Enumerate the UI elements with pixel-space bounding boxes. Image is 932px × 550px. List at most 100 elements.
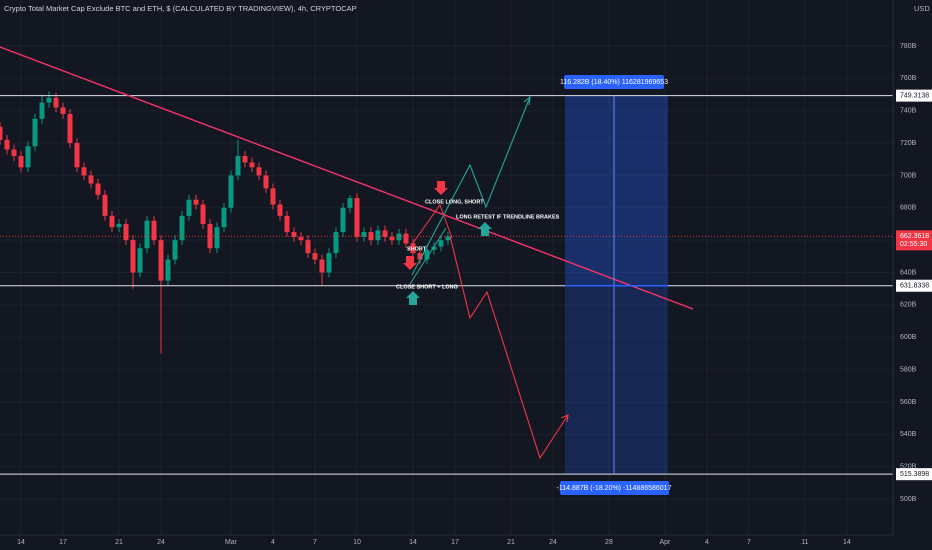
target-label-box: [564, 75, 664, 89]
candle-body: [67, 113, 73, 144]
candle-body: [25, 146, 31, 168]
x-tick-label: 11: [801, 539, 808, 546]
target-label: 116.282B (18.40%) 116281969653: [560, 79, 668, 86]
y-tick-label: 760B: [900, 75, 917, 82]
candle-body: [4, 139, 10, 150]
y-tick-label: 700B: [900, 172, 917, 179]
y-tick-label: 640B: [900, 269, 917, 276]
candle-body: [242, 156, 248, 163]
candle-body: [109, 215, 115, 228]
candle-body: [32, 118, 38, 147]
price-axis: [893, 0, 932, 535]
candle-body: [123, 223, 129, 241]
candle-body: [95, 183, 101, 195]
candle-body: [396, 233, 402, 241]
stop-label-box: [560, 481, 669, 495]
candle-body: [0, 126, 3, 140]
annotation: SHORT: [407, 246, 427, 252]
candle-body: [312, 253, 318, 260]
candle-body: [144, 220, 150, 249]
zigzag-short: [407, 203, 453, 251]
x-tick-label: 28: [605, 539, 613, 546]
x-tick-label: 4: [705, 539, 709, 546]
annotation: LONG RETEST IF TRENDLINE BRAKES: [456, 214, 560, 220]
candle-body: [53, 97, 59, 108]
candle-body: [193, 199, 199, 205]
x-tick-label: 4: [271, 539, 275, 546]
y-tick-label: 740B: [900, 108, 917, 115]
down-arrow: [434, 181, 448, 195]
candle-body: [102, 194, 108, 216]
candle-body: [431, 246, 437, 250]
arrow-head: [523, 95, 531, 106]
candle-body: [333, 232, 339, 254]
stop-label: -114.887B (-18.20%) -114886586017: [557, 485, 672, 492]
candle-body: [305, 240, 311, 254]
x-tick-label: 14: [843, 539, 851, 546]
candle-body: [165, 259, 171, 281]
y-tick-label: 500B: [900, 496, 917, 503]
y-tick-label: 580B: [900, 366, 917, 373]
chart-title: Crypto Total Market Cap Exclude BTC and …: [4, 4, 357, 13]
x-tick-label: 17: [451, 539, 459, 546]
candle-body: [200, 204, 206, 224]
x-tick-label: Apr: [660, 539, 672, 546]
candle-body: [389, 236, 395, 241]
x-tick-label: 7: [313, 539, 317, 546]
up-arrow: [406, 291, 420, 305]
trendline: [0, 46, 694, 310]
y-tick-label: 620B: [900, 302, 917, 309]
x-tick-label: 10: [353, 539, 361, 546]
candle-body: [298, 236, 304, 241]
zigzag-long: [409, 227, 447, 285]
x-tick-label: 17: [59, 539, 67, 546]
candle-body: [186, 199, 192, 216]
candle-body: [74, 143, 80, 168]
y-tick-label: 600B: [900, 334, 917, 341]
level-label: 631.8338: [900, 283, 929, 290]
candle-body: [368, 232, 374, 241]
level-label: 515.3898: [900, 471, 929, 478]
candle-body: [214, 227, 220, 249]
candle-body: [18, 156, 24, 168]
candle-body: [375, 230, 381, 241]
candle-body: [319, 259, 325, 273]
y-tick-label: 720B: [900, 140, 917, 147]
candle-body: [116, 223, 122, 228]
annotation: CLOSE LONG, SHORT: [425, 199, 484, 205]
level-label: 749.3138: [900, 92, 929, 99]
x-tick-label: 14: [409, 539, 417, 546]
candle-body: [361, 232, 367, 237]
candle-body: [179, 215, 185, 241]
candle-body: [382, 230, 388, 237]
y-tick-label: 680B: [900, 205, 917, 212]
level-label-box: [896, 468, 932, 481]
candle-body: [291, 232, 297, 237]
candle-body: [284, 215, 290, 233]
position-target-zone: [565, 95, 668, 286]
candle-body: [270, 188, 276, 205]
candle-body: [438, 240, 444, 247]
candle-body: [137, 248, 143, 273]
arrow-head: [560, 414, 569, 423]
x-tick-label: 14: [17, 539, 25, 546]
y-tick-label: 560B: [900, 399, 917, 406]
candle-body: [249, 162, 255, 168]
candle-body: [60, 107, 66, 114]
candle-body: [158, 240, 164, 281]
candle-body: [424, 249, 430, 260]
candle-body: [417, 253, 423, 260]
candle-body: [347, 198, 353, 208]
candle-body: [403, 233, 409, 244]
projection-short: [449, 235, 569, 460]
countdown: 02:55:30: [900, 241, 927, 248]
candle-body: [340, 207, 346, 233]
x-tick-label: 21: [115, 539, 123, 546]
x-tick-label: 21: [507, 539, 515, 546]
candle-body: [326, 253, 332, 273]
y-tick-label: 780B: [900, 43, 917, 50]
candle-body: [11, 149, 17, 157]
position-stop-zone: [565, 285, 668, 475]
